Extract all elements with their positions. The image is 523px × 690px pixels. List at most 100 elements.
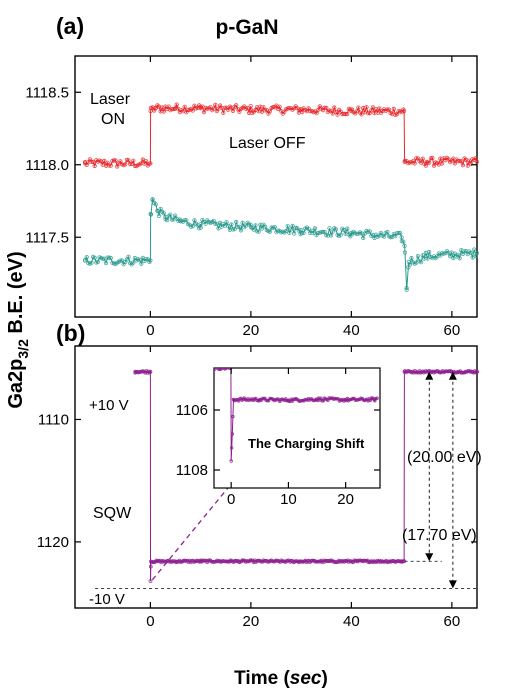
series-teal-point — [161, 211, 166, 216]
series-red-point — [402, 158, 408, 163]
series-red-point — [129, 161, 134, 166]
inset-x-label: 10 — [280, 491, 297, 508]
inset-pointer-line — [151, 482, 233, 581]
series-red-point — [234, 103, 239, 108]
series-red-point — [108, 163, 113, 168]
series-red-point — [248, 107, 253, 112]
series-teal-point — [140, 255, 145, 260]
series-red-point — [287, 106, 292, 111]
inset-series-point — [231, 414, 235, 419]
series-teal-point — [296, 228, 301, 233]
series-red-point — [356, 105, 361, 110]
minus10-label: -10 V — [89, 591, 125, 608]
series-teal-point — [153, 202, 158, 207]
laser-on-line1: Laser — [90, 91, 131, 108]
series-teal-point — [155, 209, 160, 214]
x-axis-label-unit: sec — [290, 668, 322, 689]
series-teal-point — [148, 258, 153, 263]
series-teal-point — [238, 228, 244, 233]
series-teal-point — [341, 227, 346, 233]
inset-series-point — [375, 396, 379, 400]
series-red-point — [213, 102, 218, 108]
series-red-point — [428, 156, 433, 161]
series-red-point — [190, 108, 195, 113]
series-teal-point — [402, 250, 408, 255]
series-red-point — [431, 163, 437, 168]
series-red-point — [322, 105, 327, 110]
series-red-point — [423, 163, 428, 168]
series-teal-point — [462, 249, 467, 254]
inset-frame — [213, 367, 381, 489]
series-teal-point — [427, 249, 432, 255]
inset-series-point — [230, 432, 234, 436]
series-teal-point — [328, 233, 334, 238]
series-teal-point — [290, 223, 295, 228]
series-teal-point — [148, 212, 154, 217]
series-teal-point — [306, 227, 311, 232]
panel-a-x-label: 60 — [444, 322, 461, 339]
series-red-point — [299, 109, 305, 115]
series-red-point — [144, 159, 149, 164]
panel-a-x-label: 20 — [243, 322, 260, 339]
series-teal-point — [327, 226, 332, 231]
inset-x-label: 20 — [337, 491, 354, 508]
series-red-point — [412, 161, 417, 166]
series-teal-line — [84, 198, 478, 290]
series-purple-point — [148, 369, 153, 374]
series-red-point — [430, 155, 435, 161]
series-red-point — [102, 158, 107, 163]
y-axis-label-sub: 3/2 — [15, 339, 31, 359]
series-red-point — [211, 106, 216, 111]
series-red-point — [385, 107, 390, 112]
series-teal-point — [259, 226, 264, 231]
series-teal-point — [126, 254, 131, 259]
series-teal-point — [415, 254, 420, 259]
series-teal-point — [251, 227, 256, 232]
series-red-point — [91, 159, 96, 164]
series-teal-point — [82, 258, 88, 263]
series-teal-point — [275, 228, 281, 233]
plus10-label: +10 V — [89, 397, 129, 414]
series-teal-point — [144, 257, 149, 262]
series-teal-point — [418, 260, 424, 265]
y-axis-label-rest: B.E. (eV) — [5, 251, 27, 339]
series-teal-point — [89, 260, 94, 265]
series-teal-point — [182, 218, 187, 223]
panel-a-y-label: 1118.5 — [25, 84, 69, 101]
series-red-point — [364, 105, 369, 110]
series-teal-point — [184, 218, 189, 223]
series-red-point — [222, 105, 227, 110]
series-teal-point — [224, 220, 229, 225]
arrow-17ev-head-bottom — [425, 553, 434, 562]
series-red-point — [166, 104, 171, 109]
series-red-point — [111, 158, 117, 163]
series-teal-point — [345, 226, 350, 231]
series-teal-point — [361, 235, 366, 241]
series-red-point — [359, 112, 364, 117]
series-purple-point — [148, 579, 153, 583]
series-teal-point — [407, 262, 412, 267]
series-red-point — [369, 108, 374, 113]
series-red-point — [335, 112, 340, 117]
series-red-point — [370, 105, 375, 110]
series-teal-point — [398, 231, 403, 236]
series-purple-point — [475, 369, 479, 374]
series-teal-point — [404, 285, 409, 291]
series-red-point — [427, 160, 432, 165]
series-teal-point — [399, 235, 404, 240]
series-teal-point — [168, 212, 173, 217]
series-teal-point — [322, 229, 327, 235]
series-teal-point — [267, 229, 273, 234]
series-teal-point — [226, 224, 231, 229]
series-teal-point — [333, 227, 338, 232]
series-red-point — [245, 105, 250, 111]
series-teal-point — [139, 261, 144, 266]
series-red-point — [377, 106, 382, 111]
series-teal-point — [425, 256, 430, 261]
series-red-point — [171, 106, 176, 112]
series-teal-point — [84, 255, 89, 260]
series-teal-point — [455, 252, 461, 257]
series-teal-point — [288, 227, 293, 232]
delta-20-label: (20.00 eV) — [407, 449, 482, 466]
series-red-point — [128, 161, 133, 167]
